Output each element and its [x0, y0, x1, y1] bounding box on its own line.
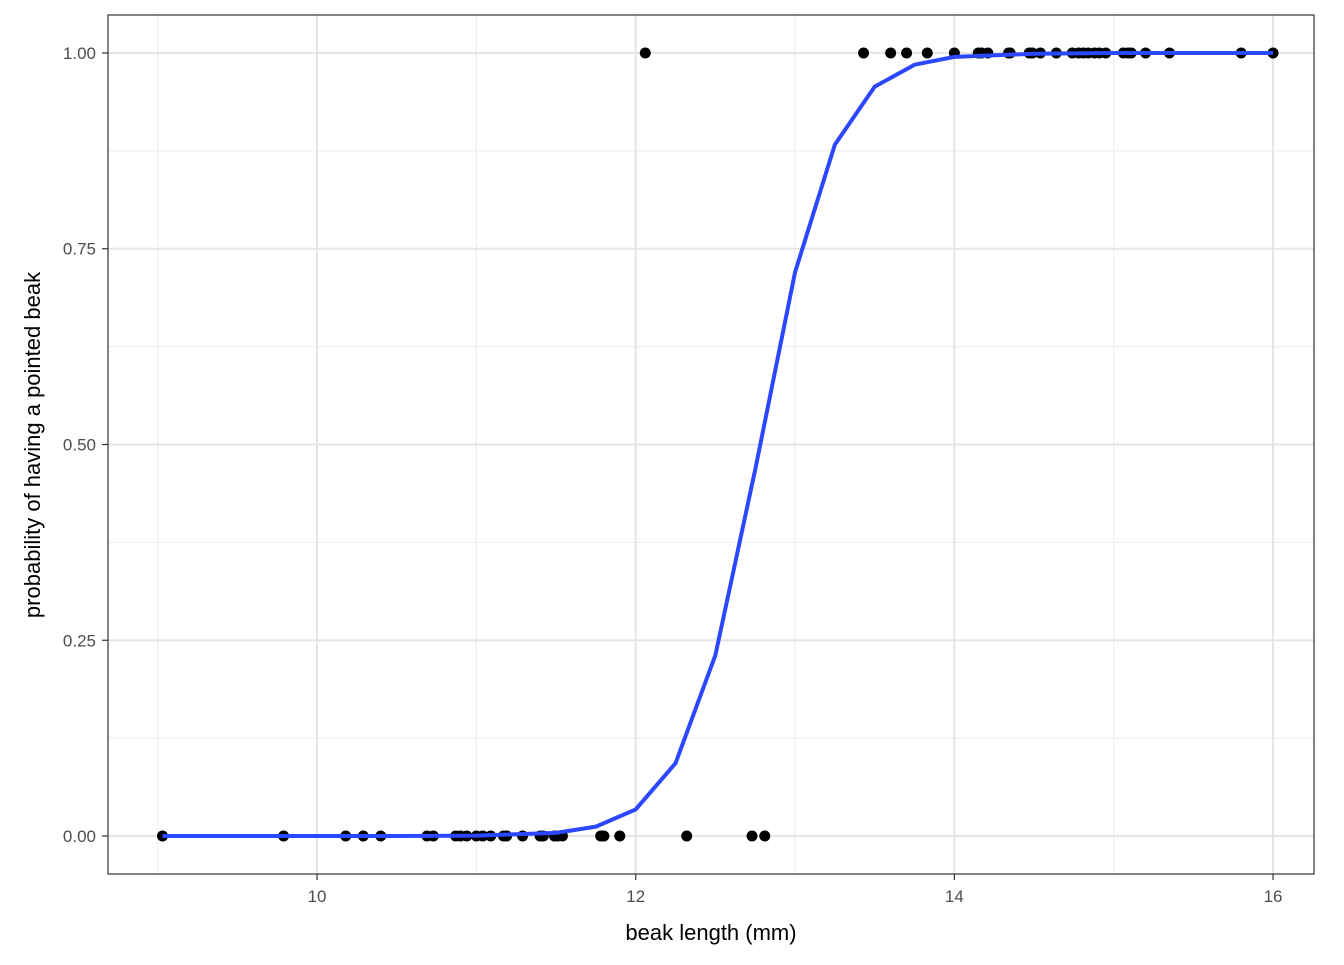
- point: [639, 47, 651, 59]
- point: [614, 830, 626, 842]
- point: [901, 47, 913, 59]
- x-axis-title: beak length (mm): [625, 920, 796, 945]
- point: [858, 47, 870, 59]
- point: [921, 47, 933, 59]
- point: [746, 830, 758, 842]
- point: [1267, 47, 1279, 59]
- y-tick-label: 1.00: [63, 44, 96, 63]
- point: [681, 830, 693, 842]
- y-axis-title: probability of having a pointed beak: [20, 271, 45, 618]
- x-tick-label: 12: [626, 887, 645, 906]
- y-tick-label: 0.75: [63, 240, 96, 259]
- x-tick-label: 10: [308, 887, 327, 906]
- x-tick-label: 14: [945, 887, 964, 906]
- y-tick-label: 0.50: [63, 436, 96, 455]
- point: [885, 47, 897, 59]
- x-tick-label: 16: [1264, 887, 1283, 906]
- panel-border: [107, 14, 1315, 875]
- y-tick-label: 0.25: [63, 631, 96, 650]
- y-tick-label: 0.00: [63, 827, 96, 846]
- fit-line: [162, 50, 1274, 839]
- point: [598, 830, 610, 842]
- point: [759, 830, 771, 842]
